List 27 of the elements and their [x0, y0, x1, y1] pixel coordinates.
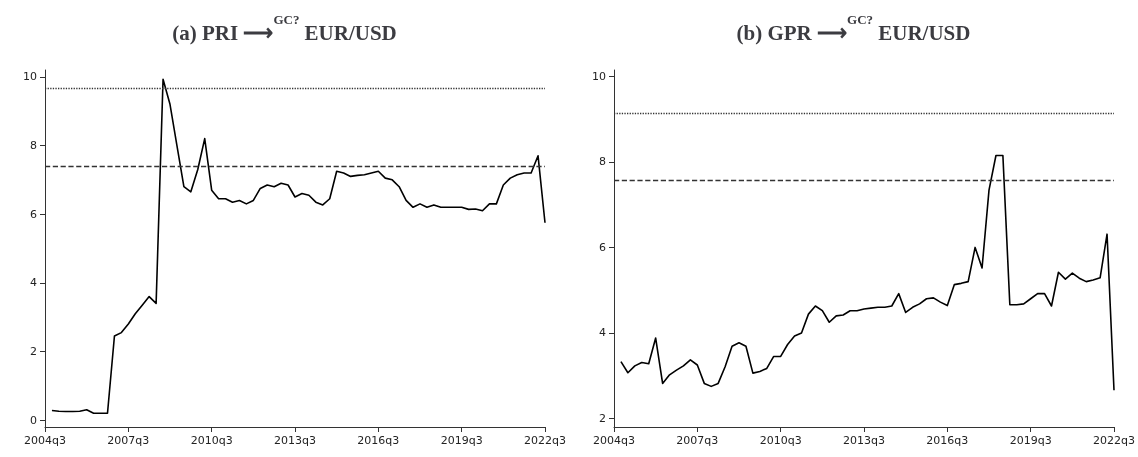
x-tick-label: 2013q3	[843, 434, 885, 447]
y-tick-label: 6	[30, 207, 37, 221]
x-tick-label: 2013q3	[274, 434, 316, 447]
x-tick-label: 2010q3	[759, 434, 802, 447]
x-tick-label: 2016q3	[357, 434, 400, 447]
x-tick-label: 2019q3	[440, 434, 483, 447]
x-tick-label: 2007q3	[107, 434, 150, 447]
x-tick-label: 2007q3	[676, 434, 719, 447]
y-tick-label: 8	[599, 155, 606, 169]
x-tick-label: 2004q3	[24, 434, 66, 447]
y-tick-label: 10	[23, 70, 37, 84]
y-tick-label: 0	[30, 413, 37, 427]
x-tick-label: 2019q3	[1009, 434, 1052, 447]
line-series	[51, 78, 546, 415]
y-tick-label: 2	[599, 411, 606, 425]
x-tick-label: 2022q3	[524, 434, 566, 447]
x-tick-label: 2016q3	[926, 434, 969, 447]
x-tick-label: 2010q3	[190, 434, 233, 447]
y-tick-label: 4	[599, 326, 606, 340]
y-tick-label: 6	[599, 240, 606, 254]
y-tick-label: 8	[30, 139, 37, 153]
y-tick-label: 2	[30, 344, 37, 358]
y-tick-label: 10	[592, 69, 606, 83]
x-tick-label: 2022q3	[1093, 434, 1135, 447]
x-tick-label: 2004q3	[593, 434, 635, 447]
line-series	[620, 154, 1115, 392]
y-tick-label: 4	[30, 276, 37, 290]
